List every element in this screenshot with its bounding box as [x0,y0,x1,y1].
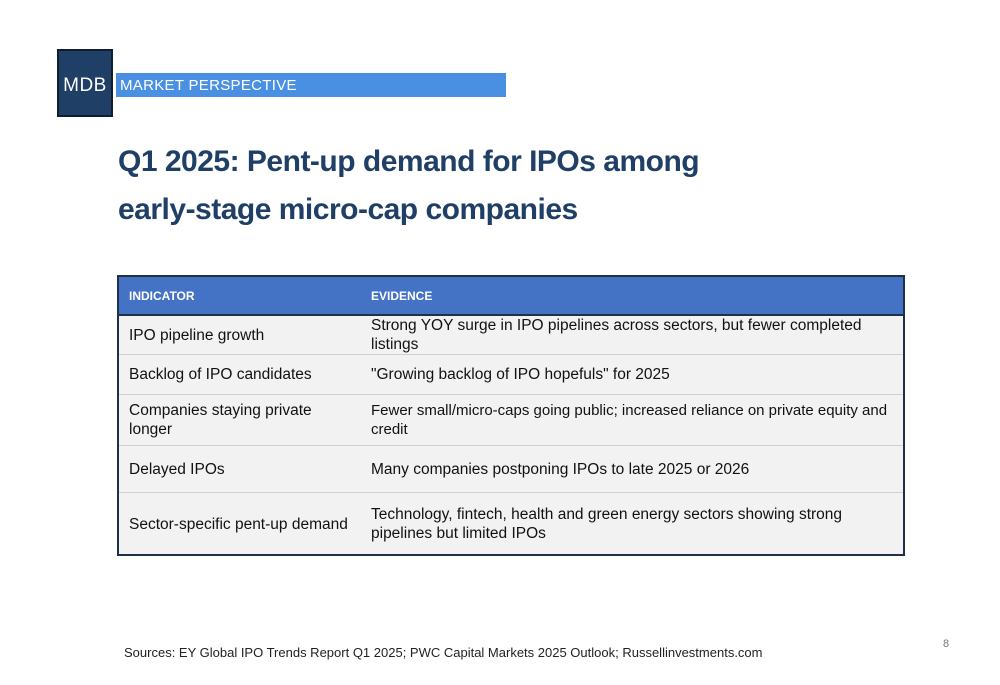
table-row: Delayed IPOs Many companies postponing I… [119,445,903,493]
table-row: Backlog of IPO candidates "Growing backl… [119,354,903,395]
page-number: 8 [943,638,950,650]
mdb-logo: MDB [57,49,113,117]
indicator-cell: Delayed IPOs [119,445,361,493]
evidence-cell: "Growing backlog of IPO hopefuls" for 20… [361,354,903,395]
indicator-cell: Companies staying private longer [119,394,361,446]
column-header-indicator: INDICATOR [119,277,361,316]
evidence-cell: Fewer small/micro-caps going public; inc… [361,394,903,446]
column-header-evidence: EVIDENCE [361,277,903,316]
sources-footnote: Sources: EY Global IPO Trends Report Q1 … [124,645,763,660]
evidence-cell: Strong YOY surge in IPO pipelines across… [361,315,903,355]
evidence-cell: Many companies postponing IPOs to late 2… [361,445,903,493]
section-banner: MARKET PERSPECTIVE [116,73,506,97]
table-row: Companies staying private longer Fewer s… [119,394,903,446]
slide-title: Q1 2025: Pent-up demand for IPOs among e… [118,138,818,234]
indicator-cell: Sector-specific pent-up demand [129,515,348,533]
indicator-cell: IPO pipeline growth [119,315,361,355]
title-line-2: early-stage micro-cap companies [118,193,578,226]
title-line-1: Q1 2025: Pent-up demand for IPOs among [118,145,700,178]
evidence-cell: Technology, fintech, health and green en… [371,506,843,543]
table-row: IPO pipeline growth Strong YOY surge in … [119,315,903,355]
table-row: Sector-specific pent-up demand Technolog… [119,493,903,556]
indicator-cell: Backlog of IPO candidates [119,354,361,395]
indicator-table: INDICATOR EVIDENCE IPO pipeline growth S… [117,275,905,556]
table-header-row: INDICATOR EVIDENCE [119,277,903,316]
